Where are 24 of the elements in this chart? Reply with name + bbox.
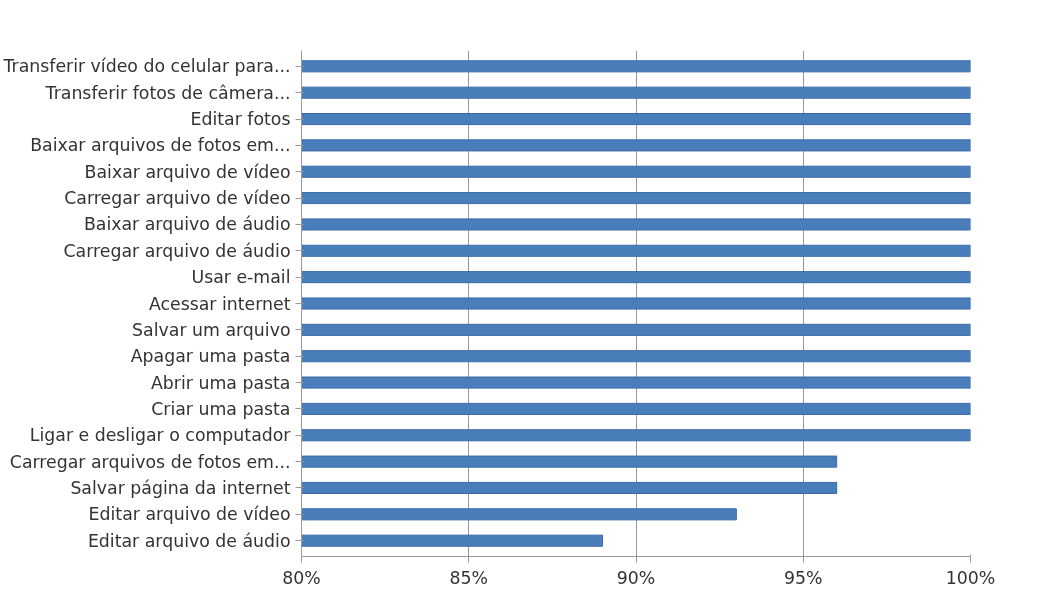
- y-tick-label: Criar uma pasta: [151, 398, 291, 419]
- x-tick-label: 90%: [616, 567, 656, 588]
- y-tick-label: Baixar arquivos de fotos em...: [30, 135, 291, 156]
- x-tick-label: 95%: [783, 567, 823, 588]
- x-tick-label: 85%: [449, 567, 489, 588]
- x-tick-label: 80%: [282, 567, 321, 588]
- y-tick-label: Usar e-mail: [191, 267, 291, 288]
- y-tick-label: Editar arquivo de áudio: [87, 530, 291, 551]
- y-tick-label: Baixar arquivo de áudio: [83, 214, 291, 235]
- y-tick-label: Editar arquivo de vídeo: [88, 504, 291, 525]
- y-tick-label: Acessar internet: [148, 293, 291, 314]
- y-tick-label: Salvar um arquivo: [132, 319, 291, 340]
- x-tick-label: 100%: [945, 567, 996, 588]
- y-tick-label: Salvar página da internet: [70, 477, 291, 498]
- y-tick-label: Transferir fotos de câmera...: [44, 82, 291, 103]
- y-tick-label: Apagar uma pasta: [130, 346, 291, 367]
- y-tick-label: Baixar arquivo de vídeo: [84, 161, 291, 182]
- y-tick-label: Carregar arquivo de áudio: [63, 240, 291, 261]
- y-tick-label: Abrir uma pasta: [151, 372, 291, 393]
- y-tick-label: Carregar arquivo de vídeo: [64, 188, 291, 209]
- y-tick-label: Editar fotos: [190, 109, 291, 130]
- y-tick-label: Transferir vídeo do celular para...: [2, 56, 291, 77]
- y-tick-label: Carregar arquivos de fotos em...: [9, 451, 291, 472]
- y-tick-label: Ligar e desligar o computador: [29, 425, 292, 446]
